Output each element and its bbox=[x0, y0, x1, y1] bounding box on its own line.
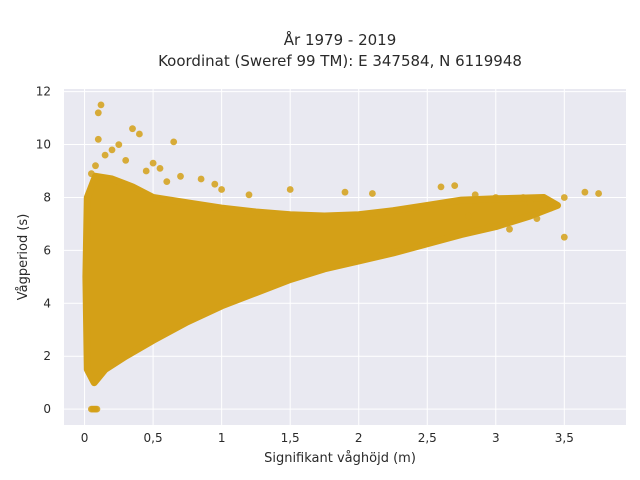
y-tick-label: 10 bbox=[36, 138, 51, 152]
data-point bbox=[101, 151, 109, 159]
data-point bbox=[245, 191, 253, 199]
data-point bbox=[93, 405, 101, 413]
y-tick-label: 2 bbox=[43, 349, 51, 363]
data-points bbox=[88, 101, 602, 413]
data-point bbox=[97, 101, 105, 109]
x-tick-label: 2 bbox=[355, 431, 363, 445]
x-tick-label: 2,5 bbox=[418, 431, 437, 445]
data-point bbox=[437, 183, 445, 191]
data-point bbox=[170, 138, 178, 146]
data-point bbox=[115, 141, 123, 149]
data-point bbox=[94, 109, 102, 117]
x-axis-ticks: 0 0,5 1 1,5 2 2,5 3 3,5 bbox=[81, 431, 574, 445]
data-point bbox=[540, 194, 548, 201]
data-point bbox=[122, 157, 130, 164]
data-point bbox=[519, 194, 527, 201]
data-point bbox=[533, 215, 541, 223]
data-point bbox=[136, 130, 143, 138]
data-point bbox=[218, 186, 226, 193]
data-point bbox=[149, 159, 157, 167]
data-point bbox=[108, 146, 116, 154]
data-point bbox=[451, 182, 459, 190]
data-point bbox=[197, 175, 205, 183]
data-point bbox=[560, 194, 568, 201]
x-tick-label: 1 bbox=[218, 431, 226, 445]
y-tick-label: 12 bbox=[36, 85, 51, 99]
data-point bbox=[211, 180, 219, 188]
data-point bbox=[471, 191, 479, 199]
y-tick-label: 0 bbox=[43, 402, 51, 416]
x-tick-label: 3,5 bbox=[555, 431, 574, 445]
data-point bbox=[92, 162, 99, 170]
data-point bbox=[341, 188, 349, 196]
data-point bbox=[526, 199, 534, 207]
data-point bbox=[506, 225, 513, 233]
data-point bbox=[163, 178, 171, 186]
data-point bbox=[547, 204, 554, 212]
data-point bbox=[286, 186, 294, 193]
data-point bbox=[156, 165, 164, 172]
x-tick-label: 1,5 bbox=[281, 431, 300, 445]
chart-title-line1: År 1979 - 2019 bbox=[284, 30, 397, 49]
data-point bbox=[129, 125, 136, 133]
data-point bbox=[142, 167, 150, 175]
y-axis-ticks: 0 2 4 6 8 10 12 bbox=[36, 85, 51, 416]
chart-title-line2: Koordinat (Sweref 99 TM): E 347584, N 61… bbox=[158, 52, 522, 70]
y-tick-label: 8 bbox=[43, 190, 51, 204]
x-tick-label: 0,5 bbox=[144, 431, 163, 445]
data-point bbox=[369, 190, 376, 197]
data-point bbox=[465, 212, 472, 220]
x-axis-label: Signifikant våghöjd (m) bbox=[264, 451, 416, 466]
data-point bbox=[492, 194, 500, 201]
x-tick-label: 0 bbox=[81, 431, 89, 445]
data-point bbox=[560, 233, 568, 241]
data-point bbox=[485, 223, 493, 231]
y-tick-label: 4 bbox=[43, 296, 51, 310]
y-tick-label: 6 bbox=[43, 243, 51, 257]
x-tick-label: 3 bbox=[492, 431, 500, 445]
data-point bbox=[177, 172, 184, 180]
data-point bbox=[581, 188, 589, 196]
data-point bbox=[88, 170, 95, 178]
data-point bbox=[94, 135, 102, 143]
data-point bbox=[595, 190, 602, 197]
grid-lines bbox=[64, 89, 626, 425]
y-axis-label: Vågperiod (s) bbox=[16, 214, 31, 301]
